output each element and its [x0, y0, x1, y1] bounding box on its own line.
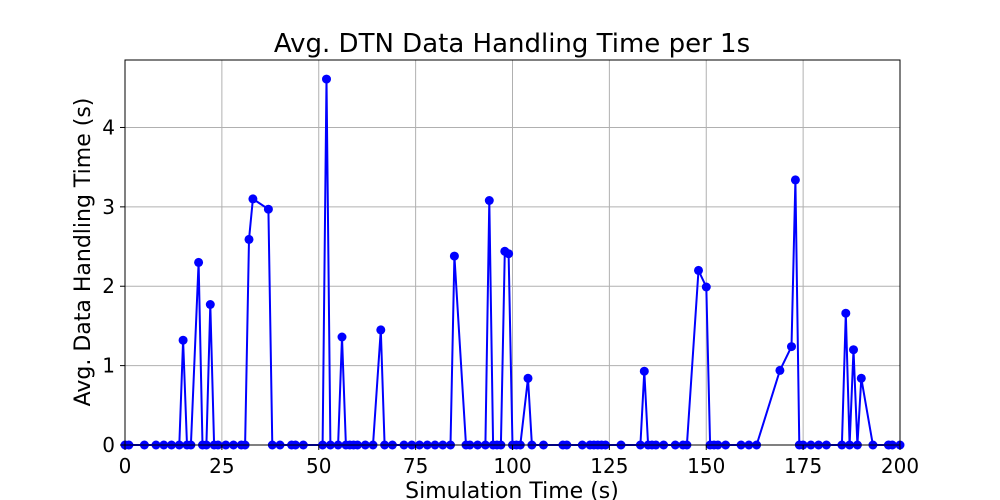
x-tick-label: 50: [306, 454, 331, 478]
data-point: [376, 325, 386, 335]
data-point: [484, 196, 494, 205]
data-point: [856, 373, 866, 383]
data-point: [244, 234, 254, 244]
data-point: [701, 282, 711, 292]
data-point: [337, 332, 347, 342]
data-point: [775, 365, 785, 375]
x-tick-label: 25: [209, 454, 234, 478]
data-point: [504, 249, 514, 259]
x-tick-label: 100: [493, 454, 531, 478]
x-tick-label: 0: [119, 454, 132, 478]
data-point: [449, 251, 459, 261]
data-point: [248, 194, 258, 204]
data-point: [322, 74, 331, 84]
data-point: [639, 366, 649, 376]
data-point: [790, 175, 800, 185]
y-tick-label: 3: [102, 195, 115, 219]
data-point: [178, 335, 188, 345]
x-tick-label: 200: [881, 454, 919, 478]
y-tick-label: 0: [102, 433, 115, 457]
data-point: [849, 345, 858, 355]
axis-ticks: 0 25 50 75 100 125 150 175 200 0 1 2 3 4: [102, 115, 919, 478]
y-tick-label: 2: [102, 274, 115, 298]
x-tick-label: 175: [784, 454, 822, 478]
data-point: [263, 204, 273, 214]
data-point: [787, 342, 796, 352]
x-tick-label: 125: [590, 454, 628, 478]
y-tick-label: 4: [102, 115, 115, 139]
data-point: [194, 257, 204, 267]
y-tick-label: 1: [102, 354, 115, 378]
chart-title: Avg. DTN Data Handling Time per 1s: [274, 29, 750, 59]
data-point: [841, 308, 851, 318]
x-tick-label: 75: [403, 454, 428, 478]
data-point: [523, 373, 533, 383]
data-point: [205, 300, 215, 309]
data-point: [694, 265, 703, 275]
x-tick-label: 150: [687, 454, 725, 478]
x-axis-label: Simulation Time (s): [405, 479, 619, 500]
y-axis-label: Avg. Data Handling Time (s): [71, 98, 96, 407]
